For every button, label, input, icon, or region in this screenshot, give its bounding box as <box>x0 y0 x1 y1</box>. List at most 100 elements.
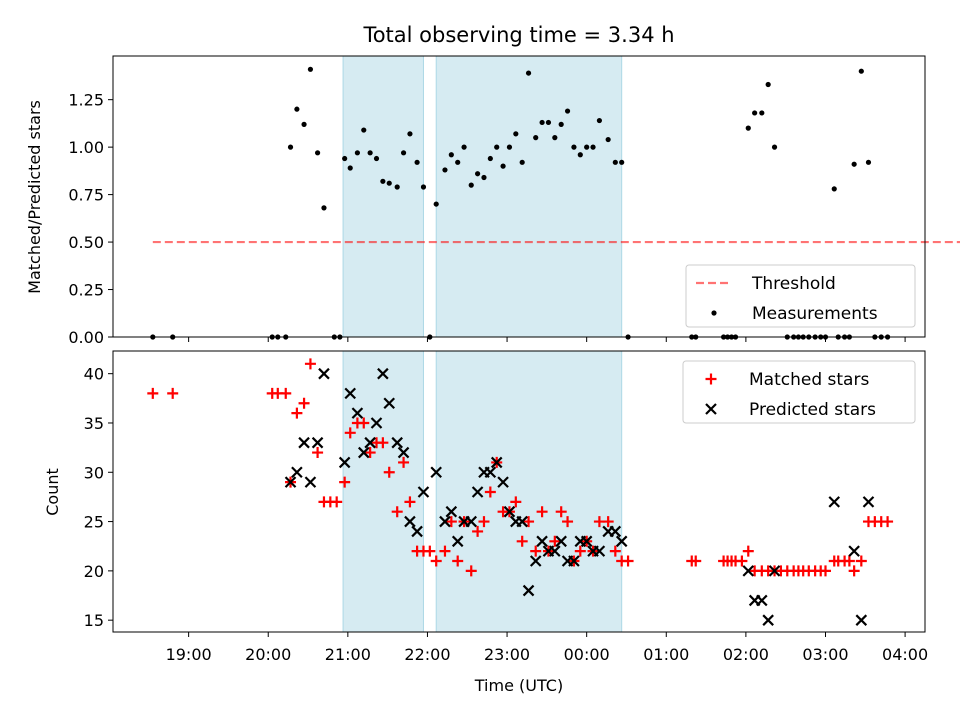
counts-point <box>522 584 535 597</box>
ratio-point <box>558 121 564 127</box>
shaded-region-1 <box>435 55 623 338</box>
counts-point <box>516 535 528 547</box>
counts-point <box>549 545 561 557</box>
ratio-point <box>373 155 380 162</box>
y-tick-label: 0.00 <box>68 328 104 347</box>
ratio-point <box>605 136 611 143</box>
counts-point <box>848 565 860 577</box>
counts-point <box>391 506 403 518</box>
counts-point <box>312 447 324 459</box>
counts-point <box>358 417 370 429</box>
ratio-point <box>590 144 596 150</box>
ratio-point <box>361 127 367 133</box>
counts-point <box>364 447 376 459</box>
counts-point <box>503 505 516 518</box>
counts-point <box>742 565 755 577</box>
counts-point <box>280 387 292 399</box>
counts-point <box>383 466 395 478</box>
counts-point <box>742 545 754 557</box>
counts-point <box>471 486 484 498</box>
counts-point <box>291 466 303 479</box>
counts-point <box>593 545 606 557</box>
ratio-panel: 0.00 0.25 0.50 0.75 1.00 1.25 Threshold Measure… <box>68 55 960 347</box>
counts-point <box>351 407 364 419</box>
ratio-point <box>539 119 545 126</box>
x-tick-label: 02:00 <box>723 645 769 664</box>
ratio-point <box>442 167 448 173</box>
counts-point <box>167 387 179 399</box>
counts-point <box>411 525 423 538</box>
x-tick-label: 04:00 <box>882 645 928 664</box>
counts-point <box>490 456 503 469</box>
counts-axes-frame <box>112 350 926 633</box>
counts-point <box>562 516 574 528</box>
counts-point <box>404 515 416 528</box>
ratio-point <box>386 180 392 186</box>
ratio-point <box>525 70 532 76</box>
counts-point <box>391 436 403 449</box>
ratio-point <box>577 152 583 158</box>
counts-point <box>478 516 490 528</box>
y-tick-label: 15 <box>84 611 104 630</box>
counts-point <box>404 496 416 508</box>
ratio-point <box>414 159 420 165</box>
x-tick-label: 19:00 <box>166 645 212 664</box>
chart-title: Total observing time = 3.34 h <box>362 23 674 47</box>
ratio-point <box>752 110 758 116</box>
count-panel: 15 20 25 30 35 40 19:00 20:00 21:00 22:00 23:00 00:… <box>84 350 928 664</box>
ratio-point <box>584 144 590 150</box>
counts-point <box>465 565 477 577</box>
counts-point <box>529 555 542 567</box>
ratio-point <box>321 205 327 211</box>
counts-point <box>291 407 303 419</box>
counts-point <box>497 476 509 488</box>
ratio-point <box>500 163 506 169</box>
counts-point <box>690 555 702 567</box>
ratio-point <box>287 144 294 150</box>
ratio-point <box>448 152 454 158</box>
counts-point <box>397 446 410 459</box>
ratio-axes-frame <box>112 55 926 338</box>
counts-point <box>452 555 464 567</box>
y-axis-label-ratio: Matched/Predicted stars <box>25 100 44 294</box>
counts-legend: Matched stars Predicted stars <box>682 360 916 424</box>
ratio-point <box>407 131 413 137</box>
counts-point <box>311 436 324 449</box>
counts-point <box>736 555 748 567</box>
ratio-point <box>519 159 525 165</box>
ratio-point <box>468 182 474 188</box>
counts-point <box>609 545 621 557</box>
ratio-point <box>400 150 407 156</box>
ratio-point <box>367 150 373 156</box>
counts-point <box>398 456 410 468</box>
counts-point <box>516 515 528 528</box>
ratio-point <box>394 184 400 190</box>
ratio-point <box>314 150 321 156</box>
counts-point <box>555 506 567 518</box>
ratio-point <box>294 106 300 112</box>
counts-point <box>424 545 436 557</box>
ratio-point <box>745 125 751 131</box>
counts-point <box>768 565 781 577</box>
ratio-point <box>433 201 439 207</box>
x-tick-label: 20:00 <box>245 645 291 664</box>
ratio-point <box>596 117 603 124</box>
counts-point <box>284 476 297 488</box>
counts-point <box>536 535 548 548</box>
counts-point <box>484 486 496 498</box>
ratio-point <box>342 155 348 162</box>
ratio-point <box>545 119 552 126</box>
legend-label: Measurements <box>752 304 878 324</box>
counts-point <box>549 535 561 547</box>
y-axis-label-count: Count <box>43 468 62 516</box>
counts-point <box>445 505 458 518</box>
counts-point <box>298 436 310 449</box>
counts-point <box>344 387 357 400</box>
ratio-point <box>865 159 872 165</box>
ratio-point <box>612 159 618 165</box>
counts-point <box>615 535 628 548</box>
ratio-point <box>765 81 771 88</box>
x-tick-label: 23:00 <box>484 645 530 664</box>
ratio-point <box>307 66 314 72</box>
ratio-point <box>858 68 864 74</box>
